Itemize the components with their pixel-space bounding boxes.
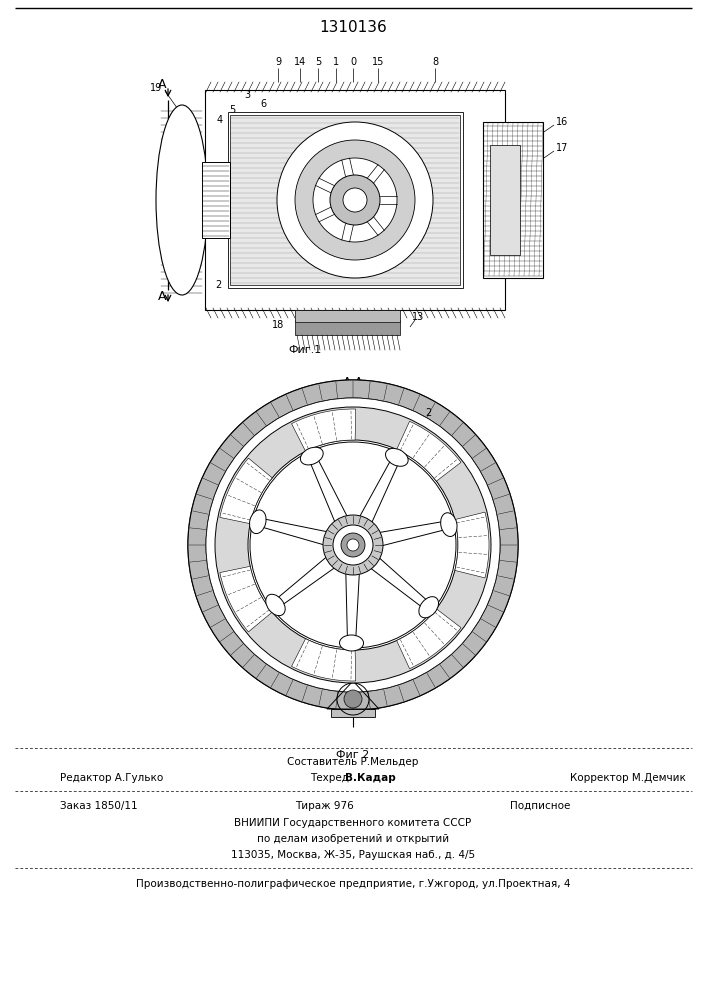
Circle shape	[341, 533, 365, 557]
Text: 14: 14	[294, 57, 306, 67]
Circle shape	[277, 122, 433, 278]
Text: Заказ 1850/11: Заказ 1850/11	[60, 801, 138, 811]
Wedge shape	[188, 380, 518, 710]
Text: Тираж 976: Тираж 976	[295, 801, 354, 811]
Text: 2: 2	[425, 408, 431, 418]
Polygon shape	[373, 521, 450, 547]
Circle shape	[343, 188, 367, 212]
Ellipse shape	[266, 594, 285, 616]
Text: 13: 13	[412, 312, 424, 322]
Circle shape	[347, 539, 359, 551]
Wedge shape	[220, 566, 272, 632]
Text: 5: 5	[315, 57, 321, 67]
Text: 3: 3	[390, 418, 396, 428]
Text: 17: 17	[556, 143, 568, 153]
Text: 16: 16	[556, 117, 568, 127]
Circle shape	[313, 158, 397, 242]
Text: A: A	[158, 78, 166, 91]
Bar	[295, 310, 400, 322]
Text: Производственно-полиграфическое предприятие, г.Ужгород, ул.Проектная, 4: Производственно-полиграфическое предприя…	[136, 879, 571, 889]
Text: 4: 4	[217, 115, 223, 125]
Bar	[295, 320, 400, 335]
Circle shape	[330, 175, 380, 225]
Polygon shape	[257, 518, 333, 547]
Wedge shape	[291, 639, 356, 681]
Text: 7: 7	[219, 165, 225, 175]
Bar	[228, 112, 463, 288]
Circle shape	[295, 140, 415, 260]
Polygon shape	[273, 553, 340, 608]
Wedge shape	[220, 458, 272, 524]
Text: 113035, Москва, Ж-35, Раушская наб., д. 4/5: 113035, Москва, Ж-35, Раушская наб., д. …	[231, 850, 475, 860]
Polygon shape	[346, 567, 360, 643]
Wedge shape	[455, 512, 489, 578]
Text: 17: 17	[357, 313, 369, 323]
Text: В.Кадар: В.Кадар	[345, 773, 396, 783]
Text: Корректор М.Демчик: Корректор М.Демчик	[570, 773, 686, 783]
Circle shape	[188, 380, 518, 710]
Text: A: A	[158, 290, 166, 304]
Ellipse shape	[156, 105, 208, 295]
Text: Подписное: Подписное	[510, 801, 571, 811]
Text: Составитель Р.Мельдер: Составитель Р.Мельдер	[287, 757, 419, 767]
Circle shape	[250, 442, 456, 648]
Wedge shape	[291, 409, 356, 451]
Wedge shape	[215, 407, 491, 683]
Text: 1310136: 1310136	[319, 20, 387, 35]
Polygon shape	[366, 554, 431, 610]
Text: по делам изобретений и открытий: по делам изобретений и открытий	[257, 834, 449, 844]
Text: Техред: Техред	[310, 773, 352, 783]
Bar	[331, 709, 375, 717]
Text: 6: 6	[260, 99, 266, 109]
Bar	[490, 145, 520, 255]
Circle shape	[344, 690, 362, 708]
Bar	[202, 162, 230, 238]
Polygon shape	[308, 454, 350, 528]
Ellipse shape	[385, 448, 408, 466]
Polygon shape	[356, 456, 400, 528]
Text: 5: 5	[229, 105, 235, 115]
Text: 3: 3	[244, 90, 250, 100]
Text: 11: 11	[312, 315, 324, 325]
Text: Фиг.1: Фиг.1	[288, 345, 322, 355]
Ellipse shape	[440, 513, 457, 536]
Ellipse shape	[300, 447, 323, 465]
Text: 9: 9	[275, 57, 281, 67]
Bar	[205, 90, 505, 310]
Wedge shape	[397, 421, 461, 481]
Text: 18: 18	[272, 320, 284, 330]
Text: Фиг 2: Фиг 2	[337, 750, 370, 760]
Text: A-A: A-A	[342, 375, 363, 388]
Text: 2: 2	[215, 280, 221, 290]
Text: 0: 0	[350, 57, 356, 67]
Ellipse shape	[339, 635, 363, 651]
Text: ВНИИПИ Государственного комитета СССР: ВНИИПИ Государственного комитета СССР	[235, 818, 472, 828]
Circle shape	[323, 515, 383, 575]
Circle shape	[206, 398, 500, 692]
Text: 8: 8	[432, 57, 438, 67]
Wedge shape	[397, 609, 461, 669]
Text: 19: 19	[150, 83, 162, 93]
Text: 15: 15	[372, 57, 384, 67]
Bar	[483, 122, 543, 278]
Bar	[230, 115, 460, 285]
Ellipse shape	[250, 510, 266, 534]
Circle shape	[333, 525, 373, 565]
Text: Редактор А.Гулько: Редактор А.Гулько	[60, 773, 163, 783]
Ellipse shape	[419, 597, 438, 618]
Text: 1: 1	[333, 57, 339, 67]
